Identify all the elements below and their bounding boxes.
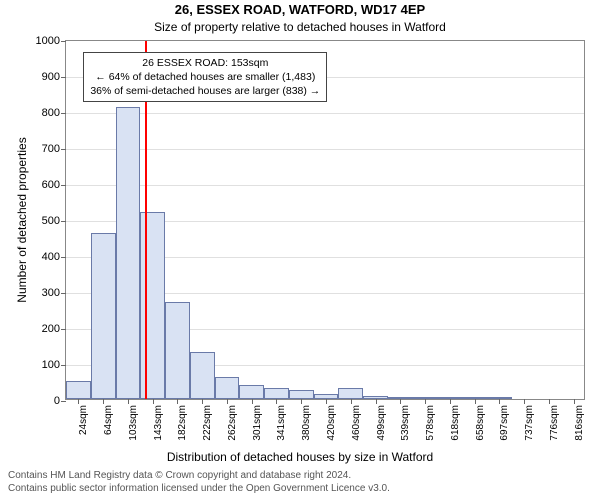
annotation-line: 36% of semi-detached houses are larger (… — [90, 84, 320, 98]
xtick-mark — [202, 399, 203, 404]
xtick-label: 578sqm — [425, 405, 436, 441]
xtick-label: 737sqm — [524, 405, 535, 441]
ytick-label: 200 — [42, 323, 66, 335]
histogram-bar — [264, 388, 289, 399]
xtick-label: 539sqm — [400, 405, 411, 441]
xtick-label: 658sqm — [475, 405, 486, 441]
xtick-label: 341sqm — [276, 405, 287, 441]
ytick-label: 800 — [42, 107, 66, 119]
xtick-mark — [524, 399, 525, 404]
xtick-label: 182sqm — [177, 405, 188, 441]
histogram-bar — [66, 381, 91, 399]
xtick-mark — [425, 399, 426, 404]
ytick-label: 500 — [42, 215, 66, 227]
ytick-label: 900 — [42, 71, 66, 83]
y-axis-label: Number of detached properties — [15, 137, 29, 302]
xtick-label: 301sqm — [252, 405, 263, 441]
xtick-label: 499sqm — [376, 405, 387, 441]
ytick-label: 700 — [42, 143, 66, 155]
histogram-bar — [215, 377, 240, 399]
xtick-label: 420sqm — [326, 405, 337, 441]
ytick-label: 600 — [42, 179, 66, 191]
xtick-label: 262sqm — [227, 405, 238, 441]
gridline — [66, 113, 584, 114]
chart-title-main: 26, ESSEX ROAD, WATFORD, WD17 4EP — [0, 2, 600, 17]
xtick-label: 222sqm — [202, 405, 213, 441]
annotation-box: 26 ESSEX ROAD: 153sqm← 64% of detached h… — [83, 52, 327, 103]
xtick-mark — [450, 399, 451, 404]
histogram-bar — [190, 352, 215, 399]
gridline — [66, 149, 584, 150]
xtick-label: 697sqm — [499, 405, 510, 441]
xtick-mark — [326, 399, 327, 404]
ytick-label: 0 — [54, 395, 66, 407]
xtick-mark — [574, 399, 575, 404]
xtick-label: 816sqm — [574, 405, 585, 441]
footer-line-2: Contains public sector information licen… — [8, 483, 390, 494]
chart-title-sub: Size of property relative to detached ho… — [0, 20, 600, 34]
ytick-label: 300 — [42, 287, 66, 299]
xtick-mark — [128, 399, 129, 404]
annotation-line: ← 64% of detached houses are smaller (1,… — [90, 70, 320, 84]
plot-area: 0100200300400500600700800900100024sqm64s… — [65, 40, 585, 400]
ytick-label: 400 — [42, 251, 66, 263]
ytick-label: 100 — [42, 359, 66, 371]
x-axis-label: Distribution of detached houses by size … — [0, 450, 600, 464]
xtick-mark — [301, 399, 302, 404]
gridline — [66, 185, 584, 186]
page-root: 26, ESSEX ROAD, WATFORD, WD17 4EP Size o… — [0, 0, 600, 500]
xtick-mark — [252, 399, 253, 404]
histogram-bar — [116, 107, 141, 399]
footer-line-1: Contains HM Land Registry data © Crown c… — [8, 470, 351, 481]
xtick-mark — [549, 399, 550, 404]
xtick-label: 64sqm — [103, 405, 114, 435]
xtick-label: 103sqm — [128, 405, 139, 441]
ytick-label: 1000 — [36, 35, 66, 47]
histogram-bar — [239, 385, 264, 399]
xtick-mark — [227, 399, 228, 404]
xtick-label: 380sqm — [301, 405, 312, 441]
xtick-mark — [499, 399, 500, 404]
xtick-label: 618sqm — [450, 405, 461, 441]
xtick-label: 24sqm — [78, 405, 89, 435]
xtick-mark — [276, 399, 277, 404]
xtick-mark — [177, 399, 178, 404]
xtick-mark — [351, 399, 352, 404]
histogram-bar — [338, 388, 363, 399]
xtick-mark — [103, 399, 104, 404]
annotation-line: 26 ESSEX ROAD: 153sqm — [90, 56, 320, 70]
xtick-label: 460sqm — [351, 405, 362, 441]
histogram-bar — [289, 390, 314, 399]
xtick-mark — [153, 399, 154, 404]
xtick-mark — [475, 399, 476, 404]
histogram-bar — [91, 233, 116, 399]
xtick-mark — [400, 399, 401, 404]
xtick-mark — [376, 399, 377, 404]
histogram-bar — [140, 212, 165, 399]
xtick-mark — [78, 399, 79, 404]
xtick-label: 776sqm — [549, 405, 560, 441]
histogram-bar — [165, 302, 190, 399]
xtick-label: 143sqm — [153, 405, 164, 441]
